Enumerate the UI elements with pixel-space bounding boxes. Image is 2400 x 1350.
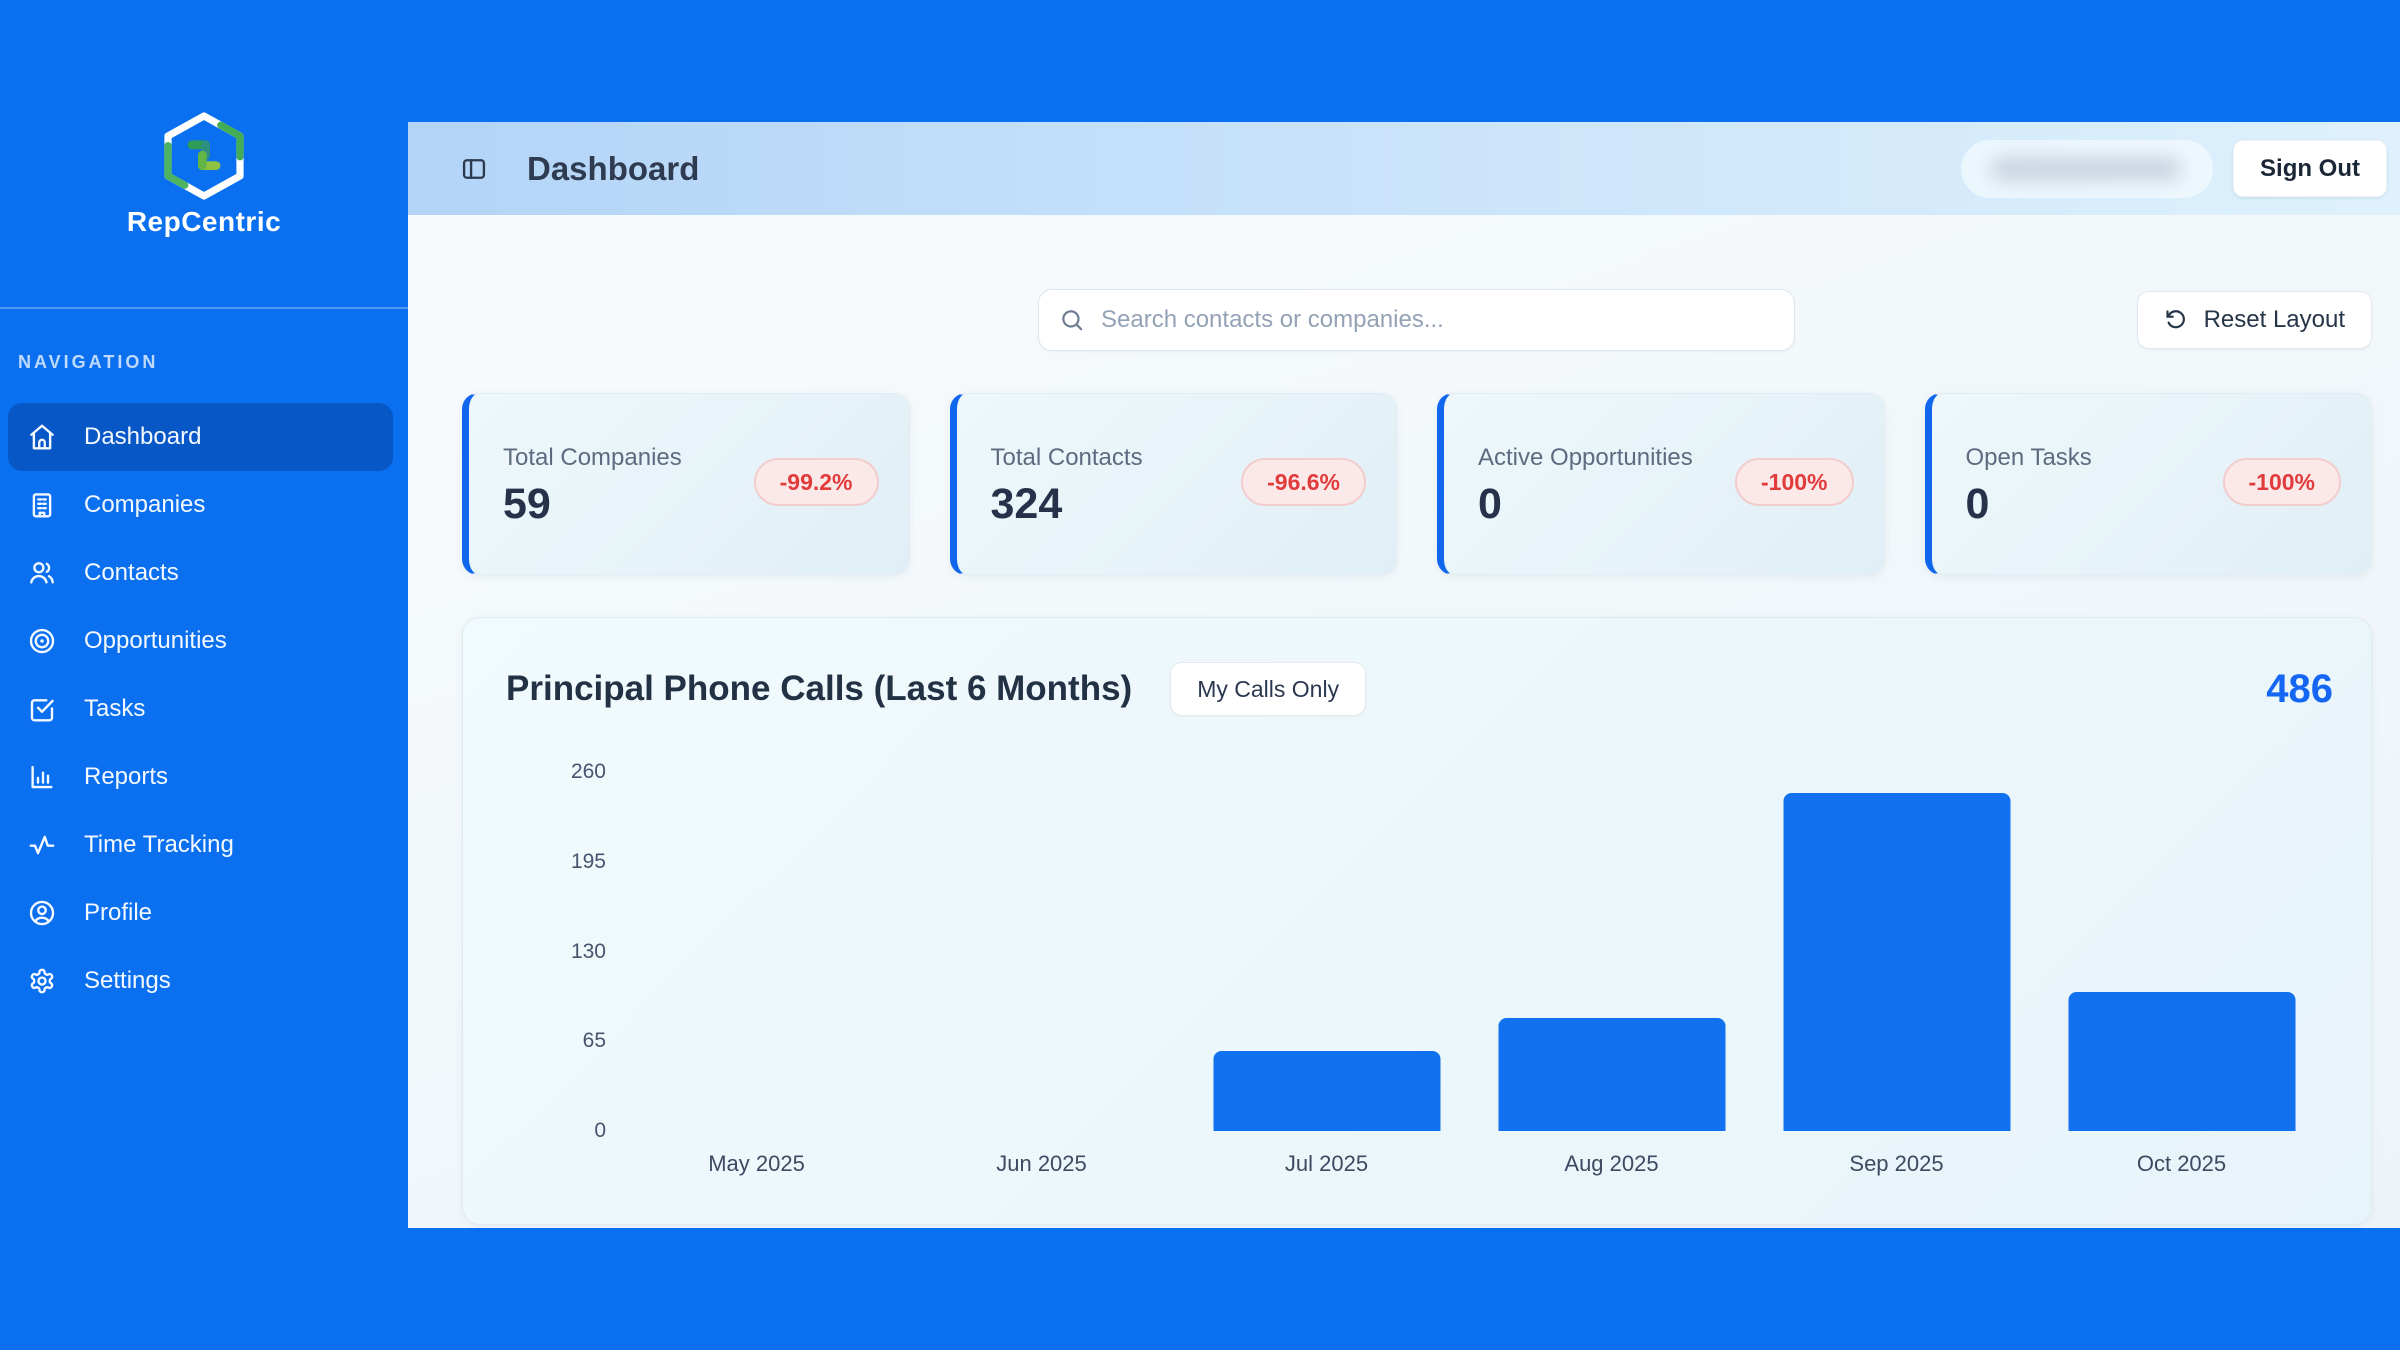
stat-value: 59: [503, 480, 551, 528]
bar-slot-jun-2025: [899, 772, 1184, 1131]
reset-icon: [2165, 310, 2185, 329]
stat-card-active-opportunities: Active Opportunities 0 -100%: [1437, 393, 1885, 575]
sidebar-divider: [0, 307, 408, 309]
main-panel: Dashboard Sign Out Reset Layout Total Co…: [408, 122, 2400, 1228]
sidebar-item-label: Reports: [84, 763, 169, 790]
sidebar-item-settings[interactable]: Settings: [8, 947, 393, 1015]
bar-slot-sep-2025: [1754, 772, 2039, 1131]
stat-change-badge: -100%: [1735, 458, 1854, 506]
reset-layout-button[interactable]: Reset Layout: [2136, 291, 2372, 349]
y-tick-label: 195: [570, 850, 606, 873]
sidebar-item-contacts[interactable]: Contacts: [8, 539, 393, 607]
sidebar-item-tasks[interactable]: Tasks: [8, 675, 393, 743]
nav-section-label: NAVIGATION: [18, 352, 159, 372]
sidebar-item-profile[interactable]: Profile: [8, 879, 393, 947]
y-tick-label: 260: [570, 760, 606, 783]
reset-layout-label: Reset Layout: [2203, 306, 2345, 333]
y-tick-label: 65: [582, 1029, 606, 1052]
bar-slot-oct-2025: [2039, 772, 2324, 1131]
sidebar-toggle-icon[interactable]: [460, 155, 488, 183]
sidebar-item-dashboard[interactable]: Dashboard: [8, 403, 393, 471]
users-icon: [27, 558, 57, 588]
sidebar-item-label: Settings: [84, 967, 171, 994]
panel-header: Dashboard Sign Out: [408, 122, 2400, 215]
user-circle-icon: [27, 898, 57, 928]
user-email-redacted: [1961, 139, 2214, 198]
brand-name: RepCentric: [126, 206, 282, 237]
sidebar-item-reports[interactable]: Reports: [8, 743, 393, 811]
bar-jul-2025[interactable]: [1213, 1051, 1440, 1131]
sidebar-item-label: Time Tracking: [84, 831, 234, 858]
x-tick-label: Sep 2025: [1849, 1151, 1944, 1176]
stat-label: Active Opportunities: [1478, 444, 1693, 471]
bar-slot-may-2025: [614, 772, 899, 1131]
sidebar-item-label: Profile: [84, 899, 153, 926]
chart-plot-area: [614, 772, 2324, 1131]
x-tick-label: May 2025: [708, 1151, 805, 1176]
gear-icon: [27, 966, 57, 996]
sidebar-item-opportunities[interactable]: Opportunities: [8, 607, 393, 675]
sidebar-item-label: Dashboard: [84, 423, 202, 450]
search-input[interactable]: [1101, 306, 1774, 334]
stat-label: Total Contacts: [990, 444, 1143, 471]
chart-title: Principal Phone Calls (Last 6 Months): [506, 669, 1133, 708]
logo-hexagon-icon: [164, 112, 244, 200]
stat-label: Open Tasks: [1965, 444, 2092, 471]
x-tick-label: Oct 2025: [2136, 1151, 2227, 1176]
stat-card-total-companies: Total Companies 59 -99.2%: [462, 393, 910, 575]
stat-change-badge: -96.6%: [1241, 458, 1366, 506]
stat-value: 0: [1478, 480, 1502, 528]
stat-change-badge: -99.2%: [753, 458, 879, 506]
my-calls-only-button[interactable]: My Calls Only: [1170, 662, 1367, 716]
stats-row: Total Companies 59 -99.2% Total Contacts 324…: [462, 393, 2372, 575]
chart-total-value: 486: [2266, 666, 2333, 711]
sidebar-item-label: Opportunities: [84, 627, 227, 654]
x-tick-label: Jun 2025: [996, 1151, 1087, 1176]
nav-list: Dashboard Companies Contacts Opportunities T…: [0, 403, 408, 1015]
search-icon: [1062, 310, 1083, 331]
search-box: [1038, 289, 1795, 351]
stat-label: Total Companies: [503, 444, 682, 471]
activity-icon: [27, 830, 57, 860]
sidebar-item-companies[interactable]: Companies: [8, 471, 393, 539]
target-icon: [27, 626, 57, 656]
bar-slot-aug-2025: [1469, 772, 1754, 1131]
stat-value: 324: [990, 480, 1063, 528]
chart-header: Principal Phone Calls (Last 6 Months) My…: [506, 660, 2333, 718]
stat-value: 0: [1965, 480, 1990, 528]
sign-out-button[interactable]: Sign Out: [2233, 140, 2387, 197]
sidebar-item-label: Companies: [84, 491, 206, 518]
stat-card-open-tasks: Open Tasks 0 -100%: [1924, 393, 2372, 575]
repcentric-logo: RepCentric: [0, 112, 408, 238]
bar-aug-2025[interactable]: [1498, 1018, 1725, 1131]
x-tick-label: Jul 2025: [1284, 1151, 1369, 1176]
sidebar-item-time-tracking[interactable]: Time Tracking: [8, 811, 393, 879]
page-title: Dashboard: [527, 149, 700, 187]
y-tick-label: 0: [594, 1119, 606, 1142]
stat-change-badge: -100%: [2222, 458, 2341, 506]
chart-y-axis: 260 195 130 65 0: [463, 618, 606, 1224]
chart-card: Principal Phone Calls (Last 6 Months) My…: [462, 617, 2372, 1225]
sidebar-item-label: Contacts: [84, 559, 179, 586]
bar-chart-icon: [27, 762, 57, 792]
bar-sep-2025[interactable]: [1783, 793, 2010, 1131]
sidebar: RepCentric NAVIGATION Dashboard Companies…: [0, 0, 408, 1350]
y-tick-label: 130: [570, 940, 606, 963]
building-icon: [27, 490, 57, 520]
bar-slot-jul-2025: [1184, 772, 1469, 1131]
sidebar-item-label: Tasks: [84, 695, 146, 722]
bar-oct-2025[interactable]: [2068, 992, 2295, 1131]
check-square-icon: [27, 694, 57, 724]
x-tick-label: Aug 2025: [1564, 1151, 1659, 1176]
chart-x-axis: May 2025 Jun 2025 Jul 2025 Aug 2025 Sep 2025…: [614, 1151, 2324, 1177]
stat-card-total-contacts: Total Contacts 324 -96.6%: [949, 393, 1397, 575]
home-icon: [27, 422, 57, 452]
